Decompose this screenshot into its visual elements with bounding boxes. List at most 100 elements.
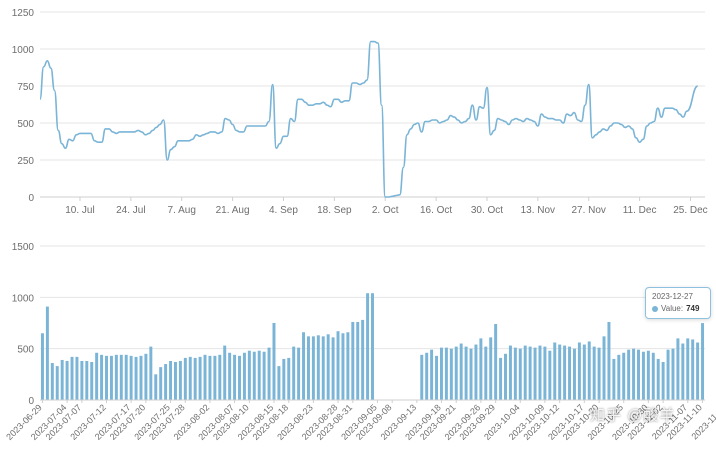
y-tick-label: 1000: [12, 293, 35, 304]
x-tick-label: 10. Jul: [65, 205, 94, 216]
x-tick-label: 11. Dec: [623, 205, 657, 216]
bar: [543, 346, 547, 400]
x-tick-label: 25. Dec: [673, 205, 707, 216]
y-tick-label: 500: [17, 345, 34, 356]
y-tick-label: 750: [17, 82, 34, 93]
bar: [444, 347, 448, 400]
bar: [676, 338, 680, 400]
bar: [316, 335, 320, 400]
bar: [257, 350, 261, 400]
bar: [558, 344, 562, 400]
bar: [474, 344, 478, 400]
bar: [538, 345, 542, 400]
tooltip-series-dot-icon: [652, 306, 658, 312]
bar: [193, 357, 197, 400]
bar: [45, 306, 49, 400]
x-tick-label: 30. Oct: [471, 205, 503, 216]
bar: [105, 355, 108, 400]
bar: [597, 347, 601, 400]
bar: [282, 358, 286, 400]
bar: [632, 348, 636, 400]
bar: [80, 360, 84, 400]
bar: [499, 357, 503, 400]
watermark: 知乎 @酸羊: [590, 407, 676, 424]
bar: [469, 348, 473, 400]
bar: [65, 360, 69, 400]
bar: [548, 350, 552, 400]
bar: [572, 348, 576, 400]
bar: [617, 354, 621, 400]
bar: [435, 355, 439, 400]
bar: [459, 343, 463, 400]
bar: [124, 354, 128, 400]
bar: [297, 347, 301, 400]
line-chart: 0 250 500 750 1000 1250 10. Jul 24. Jul 7. Aug 2…: [12, 8, 708, 216]
tooltip-value: 749: [686, 304, 700, 313]
bar: [484, 346, 488, 400]
x-tick-label: 21. Aug: [216, 205, 250, 216]
bar: [306, 336, 310, 400]
x-tick-label: 27. Nov: [571, 205, 605, 216]
bar: [686, 338, 690, 400]
bar: [656, 358, 660, 400]
tooltip-series-name: Value: [661, 304, 681, 313]
bar: [238, 355, 241, 400]
bar: [513, 347, 517, 400]
bar: [75, 356, 79, 400]
bar: [178, 360, 182, 400]
bar: [252, 351, 256, 400]
bar: [277, 366, 281, 400]
bar: [518, 348, 522, 400]
tooltip-row: Value: 749: [652, 303, 710, 315]
bar: [627, 349, 631, 400]
bar: [701, 323, 705, 400]
bar: [223, 345, 227, 400]
bar: [691, 339, 695, 400]
bar: [602, 336, 606, 400]
bar: [262, 351, 266, 400]
bar: [454, 346, 458, 400]
bar: [203, 354, 207, 400]
bar: [242, 352, 246, 400]
y-tick-label: 1000: [12, 45, 35, 56]
tooltip-date: 2023-12-27: [652, 292, 693, 301]
bar: [577, 342, 581, 400]
bar: [420, 354, 424, 400]
bar: [641, 351, 645, 400]
bar: [489, 337, 493, 400]
bar: [55, 366, 59, 400]
x-tick-label: 18. Sep: [317, 205, 352, 216]
bar: [696, 342, 700, 400]
bar: [144, 353, 148, 400]
bar: [228, 352, 232, 400]
bar: [607, 321, 611, 400]
bar: [311, 336, 315, 400]
bar: [449, 348, 453, 400]
bar: [508, 345, 512, 400]
bar: [336, 331, 340, 400]
tooltip-separator: :: [680, 304, 684, 313]
bar: [173, 362, 177, 400]
bar: [341, 333, 345, 400]
y-tick-label: 250: [17, 156, 34, 167]
bar: [356, 321, 360, 400]
bar: [85, 360, 89, 400]
x-tick-label: 13. Nov: [521, 205, 555, 216]
bar: [272, 323, 276, 400]
bar: [592, 346, 596, 400]
chart-tooltip: 2023-12-27 Value: 749: [645, 287, 711, 319]
bar: [528, 346, 532, 400]
y-tick-label: 1500: [12, 242, 35, 253]
bar: [139, 355, 143, 400]
x-tick-label: 4. Sep: [269, 205, 298, 216]
y-tick-label: 1250: [12, 8, 35, 19]
bar: [208, 355, 212, 400]
bar: [622, 352, 626, 400]
bar: [90, 362, 94, 400]
bar: [70, 356, 74, 400]
bar: [666, 349, 670, 400]
x-tick-label: 2. Oct: [372, 205, 399, 216]
bar-chart-y-axis: 0 500 1000 1500: [12, 242, 35, 407]
bar: [346, 332, 350, 400]
series-line[interactable]: [39, 40, 699, 198]
